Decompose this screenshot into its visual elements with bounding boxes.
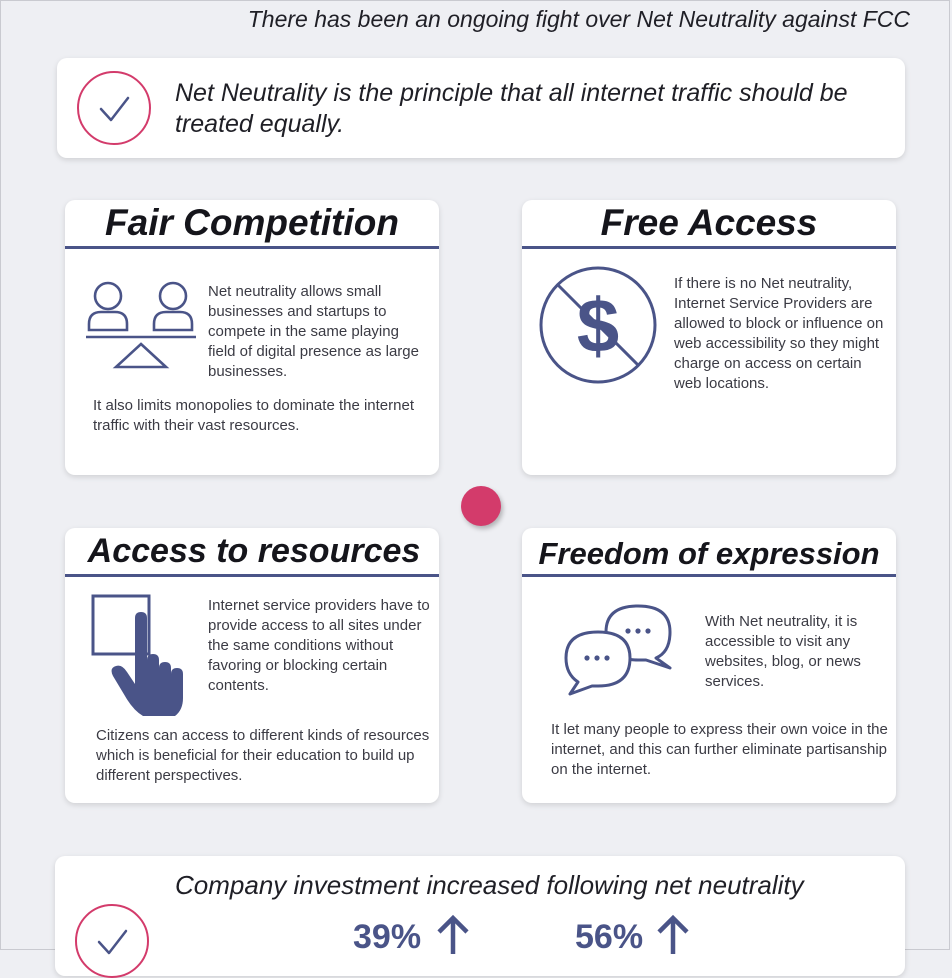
stat-value: 56% (575, 918, 644, 956)
check-icon (77, 71, 151, 145)
access-resources-card: Access to resources Internet service pro… (65, 528, 439, 803)
definition-text: Net Neutrality is the principle that all… (175, 78, 895, 140)
center-dot (461, 486, 501, 526)
freedom-expression-card: Freedom of expression With Net neutralit… (522, 528, 896, 803)
access-resources-body: Internet service providers have to provi… (208, 597, 430, 694)
freedom-expression-body: With Net neutrality, it is accessible to… (705, 613, 861, 690)
definition-card: Net Neutrality is the principle that all… (57, 58, 905, 158)
header-text: There has been an ongoing fight over Net… (247, 6, 910, 32)
definition-term: Net Neutrality (175, 79, 327, 107)
free-access-card: Free Access $ If there is no Net neutral… (522, 200, 896, 475)
title-rule (65, 574, 439, 577)
up-arrow-icon (657, 914, 689, 954)
freedom-expression-extra: It let many people to express their own … (551, 721, 888, 778)
pointing-hand-icon (91, 594, 183, 716)
svg-text:$: $ (577, 284, 619, 369)
people-balance-icon (86, 281, 196, 369)
fair-competition-card: Fair Competition Net neutrality allows s… (65, 200, 439, 475)
stat-value: 39% (353, 918, 422, 956)
title-rule (522, 574, 896, 577)
no-dollar-icon: $ (539, 266, 657, 384)
access-resources-extra: Citizens can access to different kinds o… (96, 727, 430, 784)
investment-title: Company investment increased following n… (175, 870, 804, 900)
free-access-body: If there is no Net neutrality, Internet … (674, 275, 884, 392)
investment-card: Company investment increased following n… (55, 856, 905, 978)
fair-competition-extra: It also limits monopolies to dominate th… (93, 397, 414, 434)
title-rule (65, 246, 439, 249)
definition-rest: is the principle that all internet traff… (175, 79, 848, 138)
title-rule (522, 246, 896, 249)
access-resources-title: Access to resources (87, 532, 421, 570)
check-icon (75, 904, 149, 978)
free-access-title: Free Access (600, 202, 818, 243)
up-arrow-icon (437, 914, 469, 954)
speech-bubbles-icon (564, 604, 672, 696)
freedom-expression-title: Freedom of expression (538, 536, 880, 571)
fair-competition-title: Fair Competition (105, 202, 399, 243)
fair-competition-body: Net neutrality allows small businesses a… (208, 283, 419, 380)
